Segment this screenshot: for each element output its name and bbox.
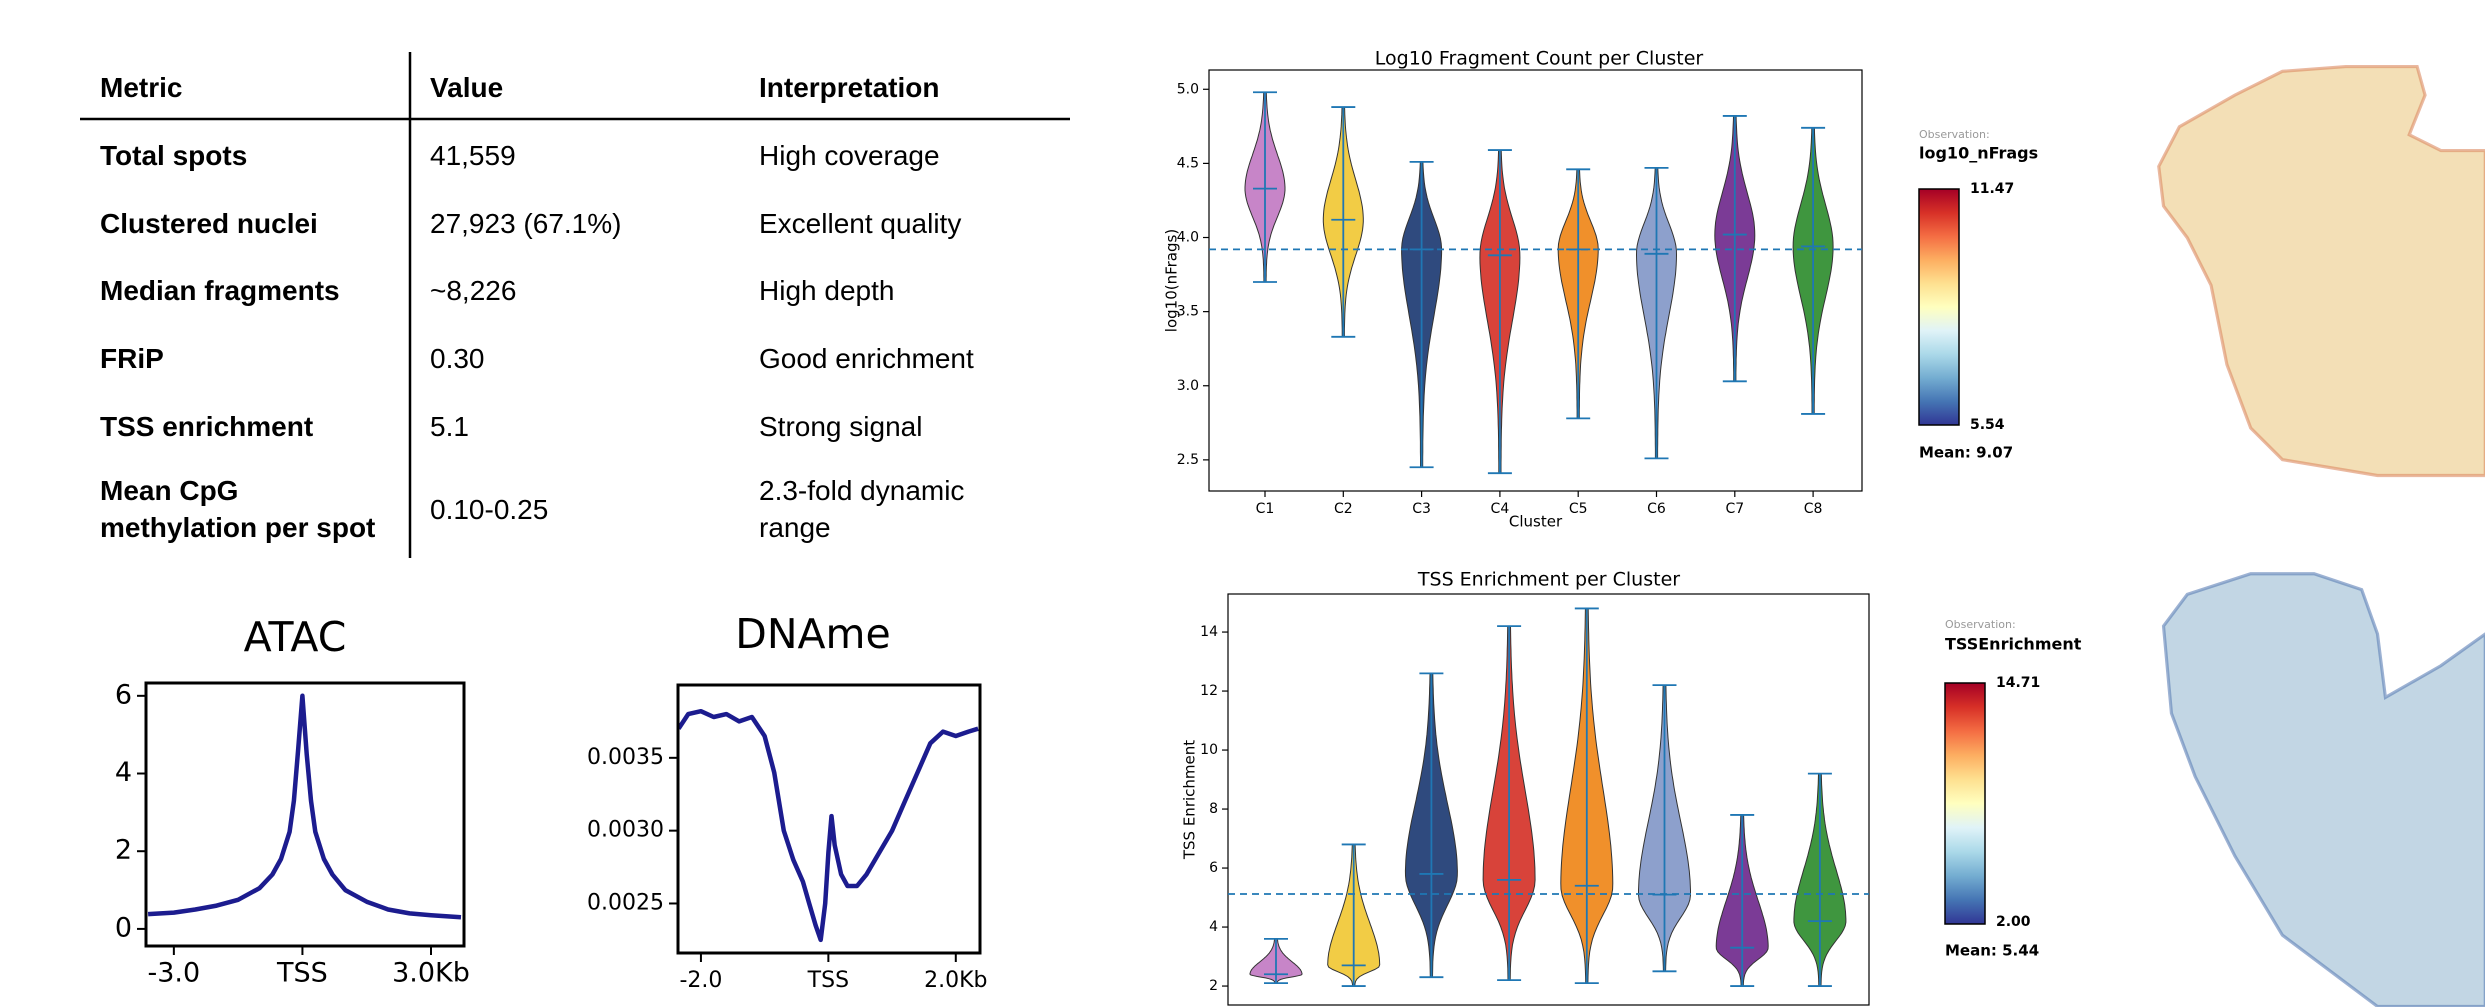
colorbar-max: 11.47 [1970,181,2014,197]
y-tick-label: 2 [1209,978,1218,994]
x-tick-label: 3.0Kb [392,958,470,989]
table-cell: High coverage [759,122,1009,188]
chart-title: Log10 Fragment Count per Cluster [1375,48,1704,70]
x-tick-label: C8 [1804,501,1823,517]
x-axis-label: Cluster [1509,513,1563,531]
plot-frame [1209,70,1862,491]
colorbar-max: 14.71 [1996,675,2040,691]
table-cell: TSS enrichment [100,393,400,459]
colorbar-min: 2.00 [1996,914,2031,930]
table-cell: 0.30 [430,325,740,391]
table-cell: FRiP [100,325,400,391]
x-tick-label: TSS [807,968,849,993]
y-tick-label: 0.0025 [587,890,664,915]
table-cell: ~8,226 [430,257,740,323]
data-line [148,696,461,918]
colorbar-title: TSSEnrichment [1945,635,2082,654]
x-tick-label: C4 [1491,501,1510,517]
x-tick-label: -3.0 [148,958,201,989]
y-tick-label: 0.0030 [587,818,664,843]
table-cell: Clustered nuclei [100,190,400,256]
x-tick-label: C6 [1647,501,1666,517]
chart-title: DNAme [735,610,890,658]
x-tick-label: C3 [1412,501,1431,517]
x-tick-label: C7 [1725,501,1744,517]
colorbar-min: 5.54 [1970,417,2005,433]
x-tick-label: TSS [276,958,328,989]
y-tick-label: 12 [1200,683,1218,699]
y-tick-label: 3.0 [1177,378,1199,394]
colorbar-observation: Observation: [1945,618,2016,631]
chart-title: TSS Enrichment per Cluster [1417,569,1680,591]
table-cell: 27,923 (67.1%) [430,190,740,256]
tissue-image [2159,67,2485,1007]
table-cell: Mean CpG methylation per spot [100,462,400,556]
y-axis-label: TSS Enrichment [1181,740,1199,860]
table-cell: Good enrichment [759,325,1009,391]
y-tick-label: 6 [1209,860,1218,876]
colorbar-mean: Mean: 9.07 [1919,444,2013,462]
colorbar [1919,189,1959,425]
chart-title: ATAC [244,613,347,661]
colorbar-observation: Observation: [1919,128,1990,141]
y-tick-label: 14 [1200,624,1218,640]
x-tick-label: C5 [1569,501,1588,517]
x-tick-label: -2.0 [679,968,722,993]
table-cell: 5.1 [430,393,740,459]
data-line [679,711,979,940]
table-cell: Excellent quality [759,190,1009,256]
x-tick-label: C1 [1256,501,1275,517]
table-header: Interpretation [759,60,1009,115]
table-cell: Median fragments [100,257,400,323]
table-cell: 2.3-fold dynamic range [759,462,1009,556]
table-cell: 0.10-0.25 [430,462,740,556]
y-axis-label: log10(nFrags) [1163,229,1181,332]
y-tick-label: 5.0 [1177,81,1199,97]
y-tick-label: 6 [115,679,132,710]
plot-frame [1228,594,1869,1005]
table-header: Metric [100,60,400,115]
colorbar-mean: Mean: 5.44 [1945,942,2039,960]
y-tick-label: 0.0035 [587,745,664,770]
colorbar-title: log10_nFrags [1919,144,2038,163]
y-tick-label: 2 [115,835,132,866]
page: Observation: log10_nFrags 11.47 5.54 Mea… [0,0,2485,1007]
y-tick-label: 4 [1209,919,1218,935]
table-cell: 41,559 [430,122,740,188]
y-tick-label: 2.5 [1177,452,1199,468]
y-tick-label: 10 [1200,742,1218,758]
x-tick-label: C2 [1334,501,1353,517]
y-tick-label: 4.5 [1177,155,1199,171]
table-cell: Strong signal [759,393,1009,459]
y-tick-label: 0 [115,912,132,943]
y-tick-label: 8 [1209,801,1218,817]
table-cell: Total spots [100,122,400,188]
colorbar [1945,683,1985,924]
x-tick-label: 2.0Kb [924,968,987,993]
table-header: Value [430,60,740,115]
table-cell: High depth [759,257,1009,323]
y-tick-label: 4 [115,757,132,788]
